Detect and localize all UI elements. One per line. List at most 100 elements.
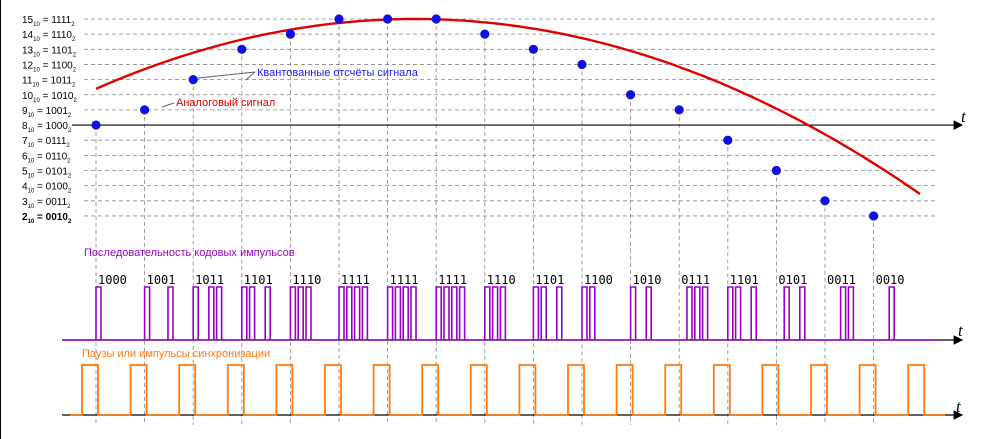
quantized-sample-point (91, 120, 101, 130)
quantized-sample-point (626, 90, 636, 100)
level-label: 410 = 01002 (22, 182, 72, 195)
level-binary-base: 2 (66, 143, 70, 149)
level-binary-base: 2 (72, 37, 76, 43)
sample-guide-lines (95, 19, 874, 425)
quantized-sample-point (869, 211, 879, 221)
level-label: 910 = 10012 (22, 106, 72, 119)
time-axis-label: t (958, 321, 964, 340)
level-decimal: 9 (22, 106, 28, 117)
quantized-sample-point (528, 44, 539, 54)
level-decimal: 10 (22, 91, 34, 102)
level-decimal-base: 10 (32, 83, 39, 89)
level-decimal-base: 10 (28, 113, 35, 119)
level-decimal-base: 10 (28, 219, 35, 225)
level-decimal: 4 (22, 182, 28, 193)
quantized-sample-point (431, 14, 441, 24)
code-label: 1111 (438, 273, 467, 287)
level-decimal: 12 (22, 60, 34, 71)
level-decimal: 11 (22, 76, 33, 87)
level-binary: = 1000 (34, 121, 68, 132)
level-decimal-base: 10 (33, 37, 40, 43)
quantized-sample-point (771, 165, 782, 176)
code-label: 0101 (778, 273, 807, 287)
level-decimal-base: 10 (33, 98, 40, 104)
quantized-sample-point (723, 135, 733, 145)
level-decimal-base: 10 (33, 22, 40, 28)
level-binary: = 0101 (34, 167, 68, 178)
level-label: 1210 = 11002 (22, 60, 77, 73)
time-axis-labels: t t t (956, 107, 967, 416)
code-label: 1011 (195, 273, 224, 287)
level-decimal: 5 (22, 167, 28, 178)
code-pulse-train (62, 286, 940, 341)
level-label: 810 = 10002 (22, 121, 72, 134)
quantized-sample-point (383, 14, 393, 24)
sync-pulse-train (70, 364, 945, 416)
level-binary-base: 2 (68, 219, 72, 225)
level-binary: = 1010 (40, 91, 74, 102)
level-label: 310 = 00112 (22, 197, 71, 210)
code-label: 1110 (487, 273, 516, 287)
level-decimal: 3 (22, 197, 28, 208)
level-binary-base: 2 (68, 113, 72, 119)
level-label: 710 = 01112 (22, 136, 70, 149)
analog-signal-label: Аналоговый сигнал (176, 97, 275, 109)
code-label: 1101 (535, 273, 564, 287)
level-binary: = 1101 (40, 45, 73, 56)
level-gridlines (84, 18, 938, 217)
level-label: 510 = 01012 (22, 167, 72, 180)
level-label: 1410 = 11102 (22, 30, 76, 43)
quantized-sample-point (334, 14, 344, 24)
level-binary: = 0110 (34, 151, 67, 162)
level-binary-base: 2 (68, 128, 72, 134)
level-decimal-base: 10 (28, 204, 35, 210)
level-binary-base: 2 (68, 189, 72, 195)
level-decimal-base: 10 (28, 143, 35, 149)
analog-signal-curve (95, 17, 921, 195)
level-decimal: 8 (22, 121, 28, 132)
level-decimal: 13 (22, 45, 34, 56)
level-binary-base: 2 (67, 204, 71, 210)
quantized-samples-label: Квантованные отсчёты сигнала (257, 67, 419, 79)
level-decimal: 2 (22, 212, 28, 223)
level-binary: = 1011 (39, 76, 72, 87)
quantized-sample-point (480, 29, 490, 39)
level-label: 1110 = 10112 (22, 76, 76, 89)
code-pulses (62, 286, 940, 341)
level-binary: = 1100 (40, 60, 73, 71)
level-decimal-base: 10 (28, 128, 35, 134)
quantized-sample-point (820, 196, 830, 206)
analog-curve (95, 17, 921, 195)
quantized-sample-point (237, 44, 247, 54)
code-label: 1101 (244, 273, 273, 287)
quantized-sample-point (577, 59, 587, 70)
time-axis-label: t (956, 397, 962, 416)
level-decimal: 15 (22, 15, 34, 26)
annotations: Квантованные отсчёты сигнала Аналоговый … (82, 67, 419, 360)
code-label: 1000 (98, 273, 127, 287)
level-decimal-base: 10 (28, 174, 35, 180)
quantized-leader-line (197, 71, 256, 79)
sync-label: Паузы или импульсы синхронизации (82, 348, 270, 360)
level-binary-base: 2 (71, 22, 75, 28)
level-decimal-base: 10 (28, 189, 35, 195)
quantized-sample-point (188, 75, 198, 85)
code-sequence-label: Последовательность кодовых импульсов (84, 247, 295, 259)
level-binary: = 1001 (34, 106, 68, 117)
quantized-sample-point (140, 105, 150, 115)
quantized-leader-line (245, 71, 256, 81)
level-decimal-base: 10 (33, 52, 40, 58)
code-label: 1100 (584, 273, 613, 287)
level-binary-base: 2 (73, 67, 77, 73)
level-label: 1510 = 11112 (22, 15, 75, 28)
level-label: 610 = 01102 (22, 151, 71, 164)
level-label: 210 = 00102 (22, 212, 72, 225)
level-decimal: 6 (22, 151, 28, 162)
code-label: 0111 (681, 273, 710, 287)
level-binary: = 0010 (34, 212, 68, 223)
level-binary-base: 2 (72, 83, 76, 89)
analog-leader-line (161, 102, 175, 108)
level-label: 1310 = 11012 (22, 45, 77, 58)
